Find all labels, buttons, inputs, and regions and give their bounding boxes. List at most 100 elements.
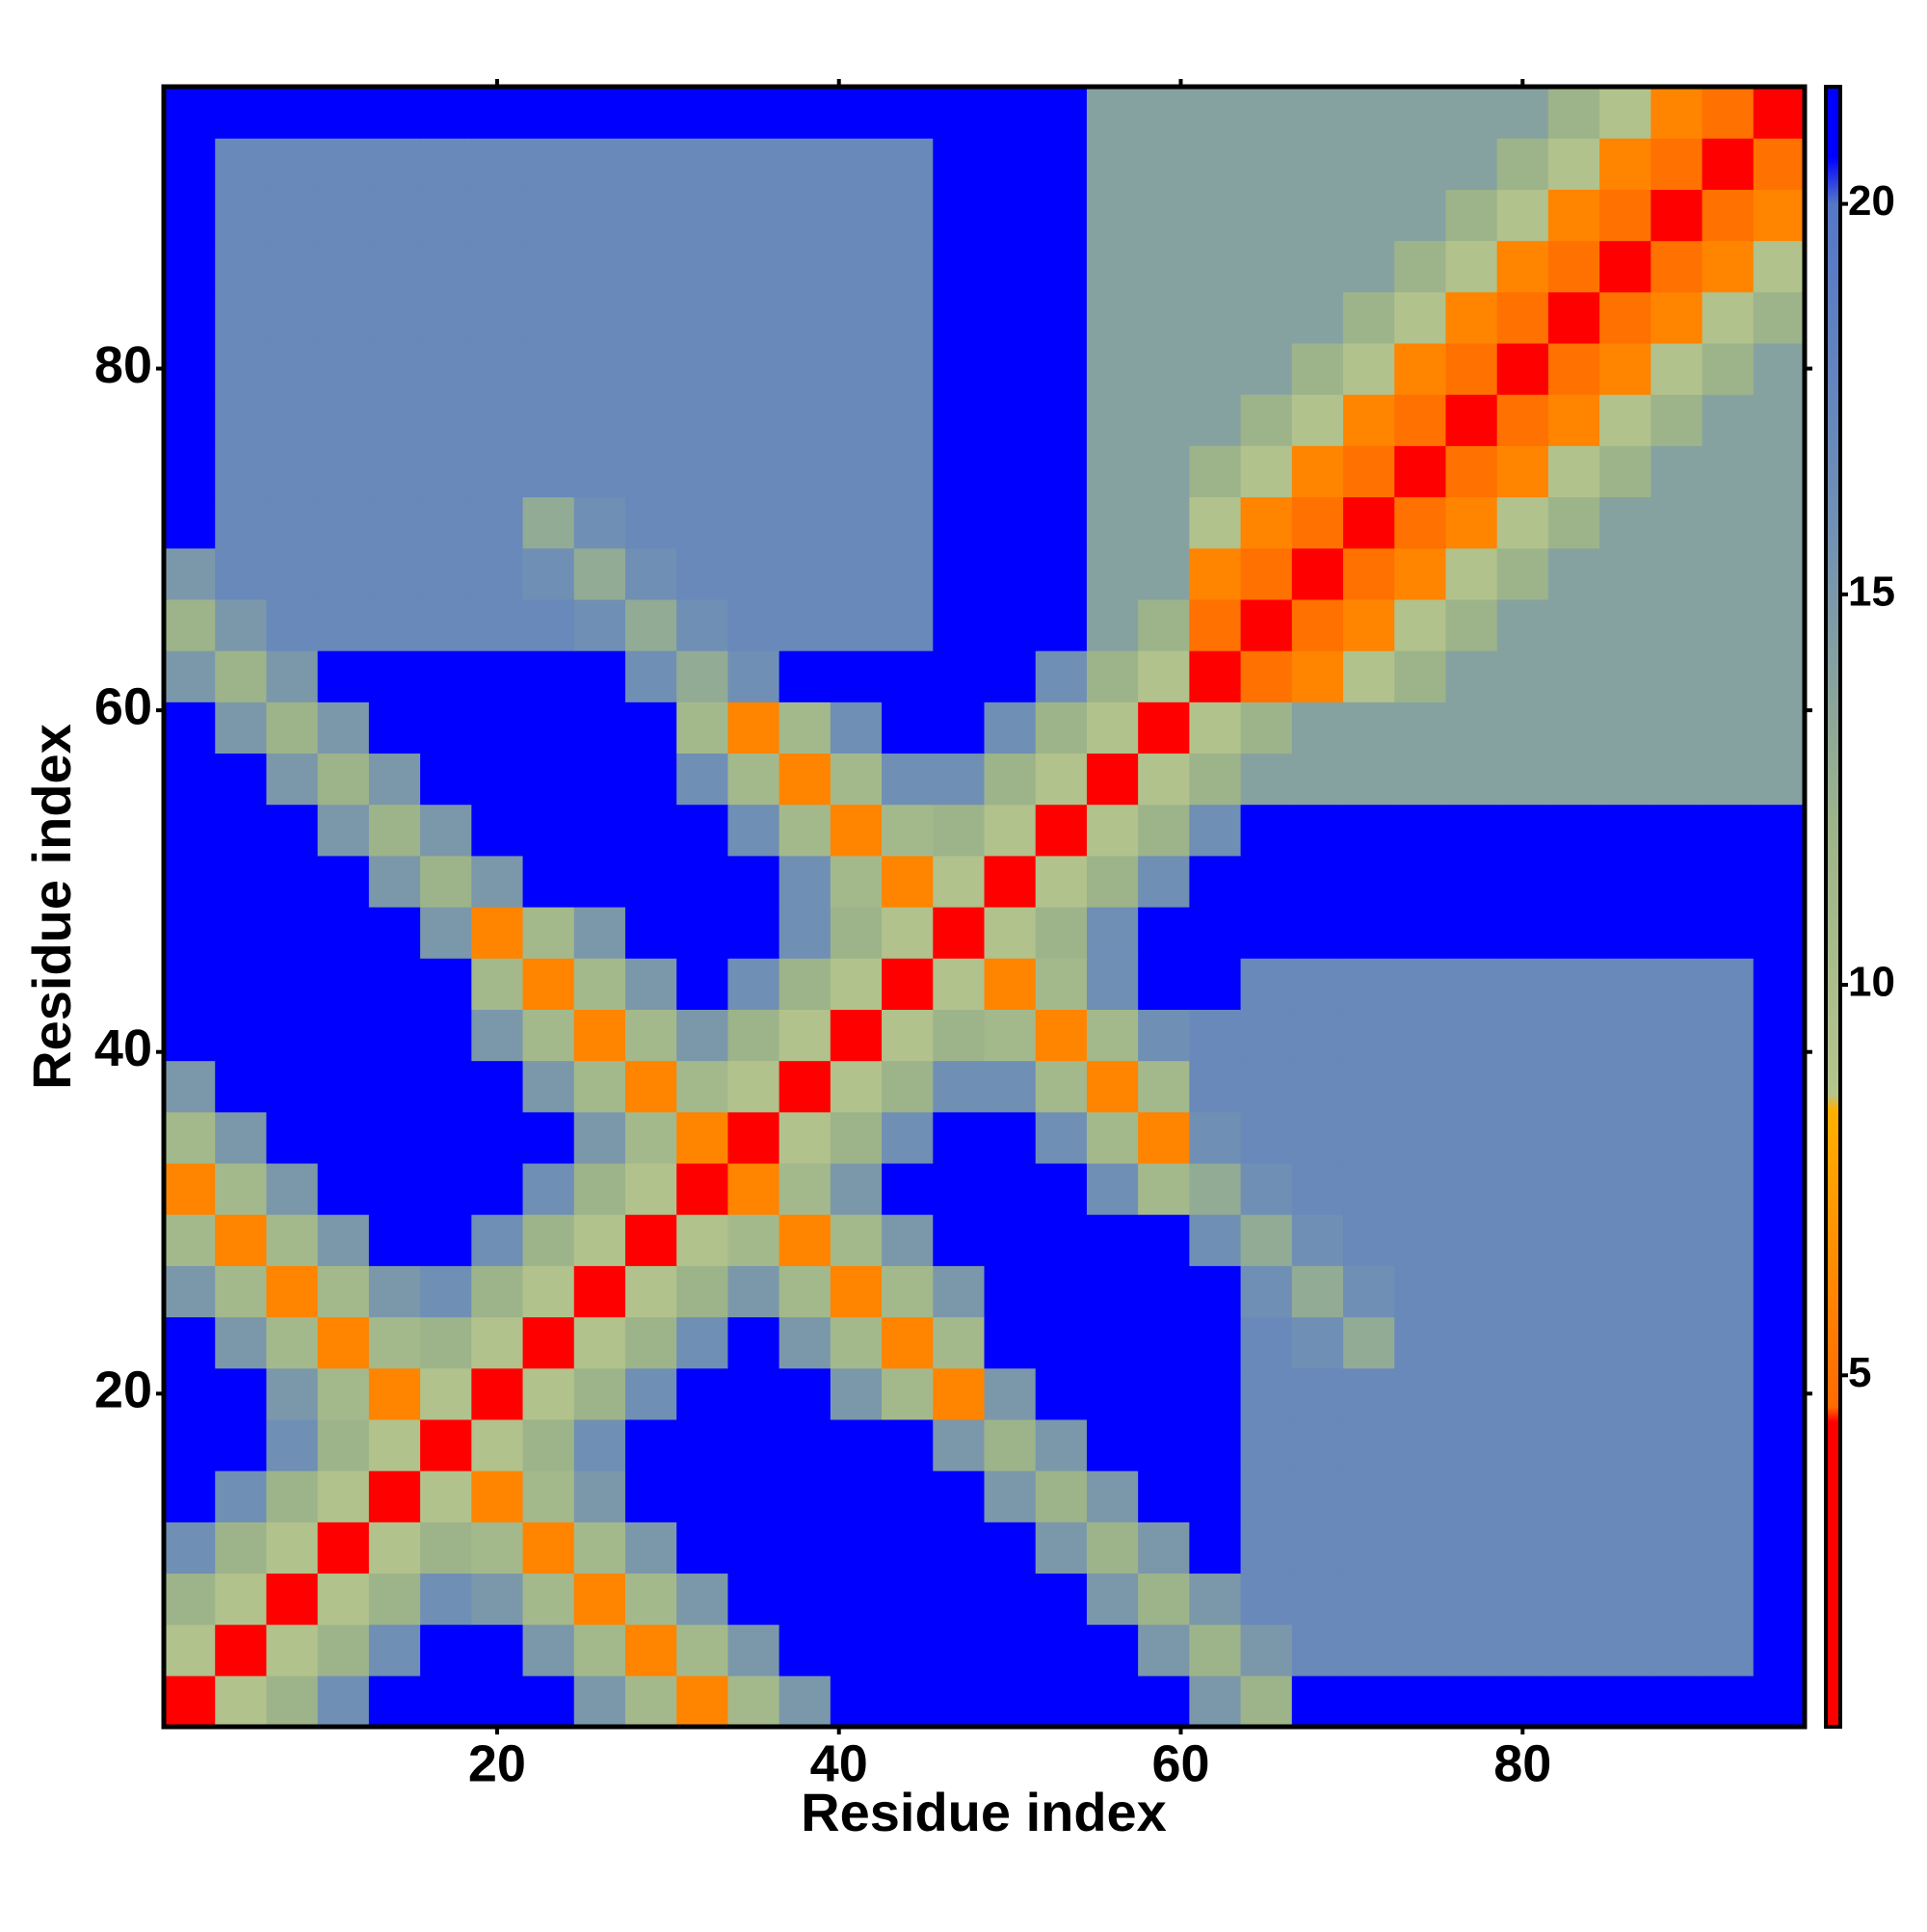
heatmap-cell [1291,855,1344,908]
heatmap-cell [420,291,472,344]
heatmap-cell [882,496,934,549]
heatmap-cell [522,1367,575,1420]
heatmap-cell [573,1418,626,1471]
heatmap-cell [368,1573,421,1626]
heatmap-cell [1599,1367,1651,1420]
heatmap-cell [1189,138,1242,190]
heatmap-cell [779,907,832,959]
heatmap-cell [624,1624,677,1677]
heatmap-cell [676,1111,729,1164]
heatmap-cell [676,291,729,344]
heatmap-cell [1702,1573,1755,1626]
heatmap-cell [1394,138,1447,190]
heatmap-cell [624,189,677,242]
heatmap-cell [266,804,319,857]
heatmap-cell [1138,87,1190,139]
heatmap-cell [1496,855,1549,908]
heatmap-cell [317,1470,370,1522]
heatmap-cell [368,1060,421,1113]
heatmap-cell [1445,1418,1498,1471]
heatmap-cell [1547,1573,1600,1626]
heatmap-cell [522,291,575,344]
heatmap-cell [1138,138,1190,190]
heatmap-cell [1086,1214,1139,1266]
heatmap-cell [882,189,934,242]
heatmap-cell [266,1009,319,1062]
heatmap-cell [1240,1522,1293,1575]
heatmap-cell [317,1367,370,1420]
heatmap-cell [1138,1675,1190,1728]
heatmap-cell [1343,804,1395,857]
heatmap-cell [984,342,1037,395]
heatmap-cell [1599,240,1651,293]
heatmap-cell [164,1214,216,1266]
heatmap-cell [1086,650,1139,702]
heatmap-cell [1291,1522,1344,1575]
heatmap-cell [215,240,268,293]
heatmap-cell [1547,1624,1600,1677]
heatmap-cell [1291,1470,1344,1522]
heatmap-cell [727,1367,780,1420]
heatmap-cell [1650,138,1703,190]
heatmap-cell [779,1470,832,1522]
heatmap-cell [1035,1316,1088,1369]
heatmap-cell [676,701,729,754]
heatmap-cell [933,650,986,702]
heatmap-cell [1086,855,1139,908]
heatmap-cell [164,240,216,293]
heatmap-cell [984,701,1037,754]
heatmap-cell [933,855,986,908]
heatmap-cell [1547,138,1600,190]
heatmap-cell [368,496,421,549]
heatmap-cell [1650,958,1703,1010]
heatmap-cell [1291,1009,1344,1062]
heatmap-cell [830,1009,883,1062]
heatmap-cell [1189,1418,1242,1471]
heatmap-cell [420,1675,472,1728]
heatmap-cell [1189,650,1242,702]
heatmap-cell [1086,1573,1139,1626]
heatmap-cell [1445,1265,1498,1318]
heatmap-cell [624,240,677,293]
heatmap-cell [471,1111,524,1164]
colorbar-tick-label: 15 [1848,568,1895,615]
heatmap-cell [1189,1624,1242,1677]
heatmap-cell [1189,958,1242,1010]
heatmap-cell [164,445,216,498]
heatmap-cell [933,1060,986,1113]
heatmap-cell [830,445,883,498]
heatmap-cell [1343,1470,1395,1522]
heatmap-cell [624,496,677,549]
heatmap-cell [727,1111,780,1164]
heatmap-cell [1035,1573,1088,1626]
heatmap-cell [727,189,780,242]
heatmap-cell [676,1675,729,1728]
heatmap-cell [317,598,370,651]
heatmap-cell [933,1522,986,1575]
heatmap-cell [215,1162,268,1215]
heatmap-cell [164,701,216,754]
heatmap-cell [1138,291,1190,344]
heatmap-cell [830,1162,883,1215]
heatmap-cell [779,189,832,242]
heatmap-cell [522,1573,575,1626]
heatmap-cell [164,804,216,857]
heatmap-cell [164,1418,216,1471]
heatmap-cell [573,958,626,1010]
heatmap-cell [882,342,934,395]
heatmap-cell [1138,1367,1190,1420]
plot-frame [161,84,1808,1730]
heatmap-cell [420,240,472,293]
heatmap-cell [1035,291,1088,344]
heatmap-cell [1702,547,1755,600]
heatmap-cell [164,650,216,702]
heatmap-cell [573,701,626,754]
heatmap-cell [1650,1624,1703,1677]
heatmap-cell [727,1009,780,1062]
heatmap-cell [368,1111,421,1164]
heatmap-cell [933,753,986,806]
heatmap-cell [624,1009,677,1062]
heatmap-cell [1035,1522,1088,1575]
heatmap-cell [215,1522,268,1575]
y-axis-title: Residue index [21,724,82,1090]
